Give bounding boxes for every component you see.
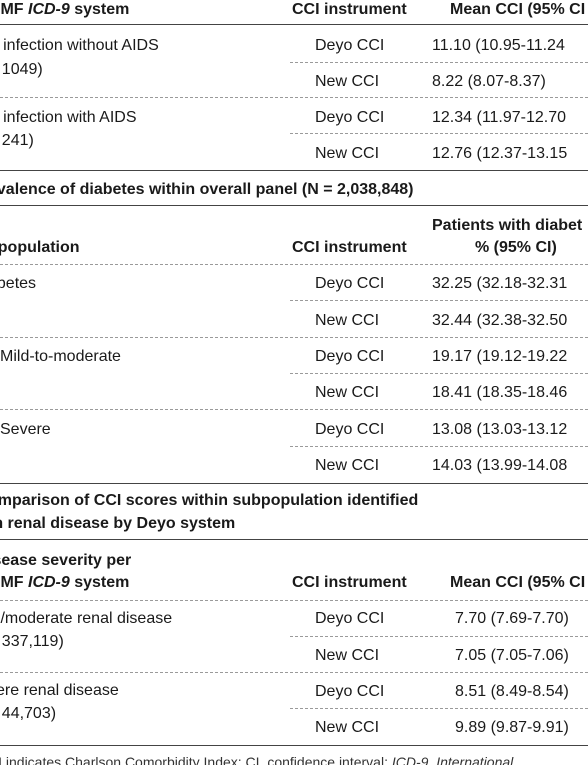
table-cell-value: 14.03 (13.99-14.08	[432, 457, 568, 474]
table-cell-instrument: Deyo CCI	[315, 275, 385, 292]
sec1-group2-count: = 241)	[0, 132, 34, 149]
table-cell-value: 32.25 (32.18-32.31	[432, 275, 568, 292]
sec2-title: evalence of diabetes within overall pane…	[0, 181, 414, 198]
header-divider	[0, 600, 588, 601]
table-cell-instrument: Deyo CCI	[315, 421, 385, 438]
sec3-col1-header-line2: OMF ICD-9 system	[0, 574, 130, 591]
table-footnote: CI indicates Charlson Comorbidity Index;…	[0, 754, 514, 765]
table-cell-value: 7.05 (7.05-7.06)	[455, 647, 569, 664]
sec3-group2-label: vere renal disease	[0, 682, 119, 699]
section-rule	[0, 170, 588, 171]
sec3-title-line1: omparison of CCI scores within subpopula…	[0, 492, 419, 509]
table-cell-value: 9.89 (9.87-9.91)	[455, 719, 569, 736]
sec2-col3-header-line2: % (95% CI)	[475, 239, 557, 256]
sec2-col2-header: CCI instrument	[292, 239, 407, 256]
table-cell-value: 12.76 (12.37-13.15	[432, 145, 568, 162]
table-cell-value: 8.22 (8.07-8.37)	[432, 73, 546, 90]
table-cell-instrument: Deyo CCI	[315, 37, 385, 54]
table-cell-value: 19.17 (19.12-19.22	[432, 348, 568, 365]
table-cell-value: 8.51 (8.49-8.54)	[455, 683, 569, 700]
table-cell-instrument: Deyo CCI	[315, 348, 385, 365]
group-divider	[0, 337, 588, 338]
row-divider	[290, 373, 588, 374]
sec2-group1-label: abetes	[0, 275, 37, 292]
sec3-group1-label: ld/moderate renal disease	[0, 610, 173, 627]
group-divider	[0, 409, 588, 410]
table-cell-instrument: New CCI	[315, 384, 380, 401]
table-cell-instrument: New CCI	[315, 312, 380, 329]
row-divider	[290, 133, 588, 134]
group-divider	[0, 97, 588, 98]
sec1-group1-count: = 1049)	[0, 61, 43, 78]
sec3-group2-count: = 44,703)	[0, 705, 57, 722]
sec1-group1-label: V infection without AIDS	[0, 37, 159, 54]
table-cell-instrument: New CCI	[315, 73, 380, 90]
sec1-group2-label: V infection with AIDS	[0, 109, 137, 126]
header-divider	[0, 264, 588, 265]
table-cell-instrument: Deyo CCI	[315, 610, 385, 627]
table-cell-instrument: New CCI	[315, 145, 380, 162]
table-cell-instrument: New CCI	[315, 719, 380, 736]
sec2-group3-label: Severe	[0, 421, 51, 438]
sec3-col3-header: Mean CCI (95% CI	[450, 574, 586, 591]
table-cell-value: 11.10 (10.95-11.24	[432, 37, 565, 54]
sec2-col3-header-line1: Patients with diabet	[432, 217, 583, 234]
sec3-title-line2: th renal disease by Deyo system	[0, 515, 236, 532]
sec2-col1-header: bpopulation	[0, 239, 80, 256]
table-cell-value: 18.41 (18.35-18.46	[432, 384, 568, 401]
sec3-col2-header: CCI instrument	[292, 574, 407, 591]
table-cell-instrument: Deyo CCI	[315, 109, 385, 126]
table-cell-value: 13.08 (13.03-13.12	[432, 421, 568, 438]
row-divider	[290, 708, 588, 709]
sec3-group1-count: = 337,119)	[0, 633, 64, 650]
sec2-group2-label: Mild-to-moderate	[0, 348, 121, 365]
sec1-col2-header: CCI instrument	[292, 1, 407, 18]
section-rule	[0, 539, 588, 540]
table-bottom-rule	[0, 745, 588, 746]
table-cell-value: 32.44 (32.38-32.50	[432, 312, 568, 329]
table-cell-instrument: New CCI	[315, 457, 380, 474]
table-cell-instrument: New CCI	[315, 647, 380, 664]
section-rule	[0, 483, 588, 484]
section-rule	[0, 205, 588, 206]
row-divider	[290, 636, 588, 637]
row-divider	[290, 300, 588, 301]
sec1-col3-header: Mean CCI (95% CI	[450, 1, 586, 18]
sec1-col1-header: OMF ICD-9 system	[0, 1, 130, 18]
table-cell-value: 7.70 (7.69-7.70)	[455, 610, 569, 627]
group-divider	[0, 672, 588, 673]
row-divider	[290, 446, 588, 447]
row-divider	[290, 62, 588, 63]
table-cell-instrument: Deyo CCI	[315, 683, 385, 700]
sec3-col1-header-line1: isease severity per	[0, 552, 132, 569]
sec1-header-rule	[0, 24, 588, 25]
table-cell-value: 12.34 (11.97-12.70	[432, 109, 567, 126]
